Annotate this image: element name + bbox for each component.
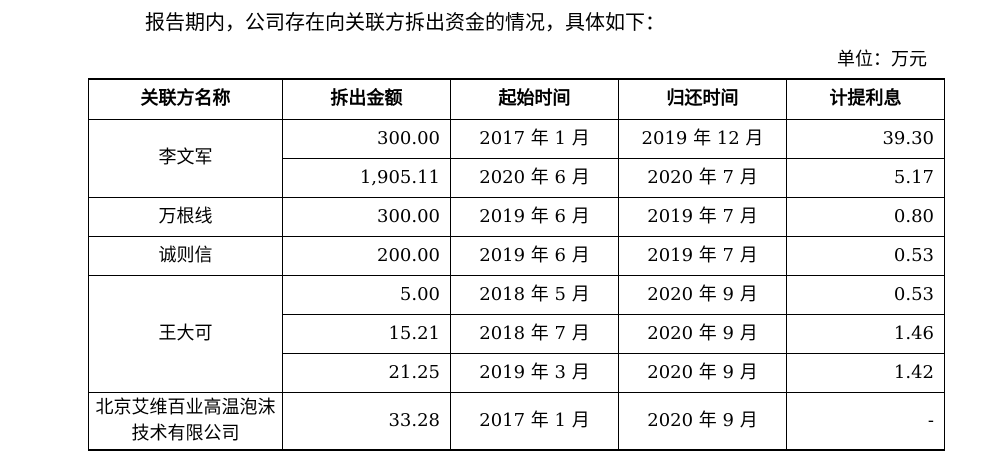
- related-party-name-cell: 北京艾维百业高温泡沫技术有限公司: [88, 391, 283, 451]
- start-time-cell: 2019 年 6 月: [450, 235, 619, 276]
- table-row: 李文军 300.00 2017 年 1 月 2019 年 12 月 39.30: [88, 118, 945, 198]
- interest-cell: 39.30: [786, 118, 945, 159]
- loan-amount-cell: 33.28: [282, 391, 451, 451]
- loan-amount-cell: 300.00: [282, 118, 451, 159]
- related-party-name-cell: 李文军: [88, 118, 283, 198]
- related-party-name-cell: 万根线: [88, 196, 283, 237]
- interest-cell: 1.46: [786, 313, 945, 354]
- table-header-row: 关联方名称 拆出金额 起始时间 归还时间 计提利息: [88, 78, 945, 120]
- header-return-time: 归还时间: [618, 78, 787, 120]
- start-time-cell: 2018 年 5 月: [450, 274, 619, 315]
- return-time-cell: 2019 年 12 月: [618, 118, 787, 159]
- interest-cell: 0.53: [786, 235, 945, 276]
- table-row: 21.25 2019 年 3 月 2020 年 9 月 1.42: [89, 352, 945, 393]
- start-time-cell: 2017 年 1 月: [450, 391, 619, 451]
- unit-label: 单位：万元: [837, 49, 927, 70]
- return-time-cell: 2020 年 7 月: [618, 157, 787, 198]
- start-time-cell: 2019 年 3 月: [450, 352, 619, 393]
- related-party-loan-table: 关联方名称 拆出金额 起始时间 归还时间 计提利息 李文军 300.00 201…: [88, 78, 945, 451]
- table-row: 1,905.11 2020 年 6 月 2020 年 7 月 5.17: [89, 157, 945, 198]
- start-time-cell: 2017 年 1 月: [450, 118, 619, 159]
- loan-amount-cell: 21.25: [282, 352, 451, 393]
- intro-paragraph: 报告期内，公司存在向关联方拆出资金的情况，具体如下：: [145, 10, 665, 34]
- loan-amount-cell: 1,905.11: [282, 157, 451, 198]
- table-row: 北京艾维百业高温泡沫技术有限公司 33.28 2017 年 1 月 2020 年…: [88, 391, 945, 451]
- interest-cell: 5.17: [786, 157, 945, 198]
- return-time-cell: 2019 年 7 月: [618, 235, 787, 276]
- interest-cell: 0.53: [786, 274, 945, 315]
- return-time-cell: 2020 年 9 月: [618, 352, 787, 393]
- loan-amount-cell: 300.00: [282, 196, 451, 237]
- header-related-party-name: 关联方名称: [88, 78, 283, 120]
- table-row: 万根线 300.00 2019 年 6 月 2019 年 7 月 0.80: [88, 196, 945, 237]
- loan-amount-cell: 5.00: [282, 274, 451, 315]
- related-party-name-cell: 王大可: [88, 274, 283, 393]
- return-time-cell: 2020 年 9 月: [618, 313, 787, 354]
- start-time-cell: 2018 年 7 月: [450, 313, 619, 354]
- return-time-cell: 2019 年 7 月: [618, 196, 787, 237]
- interest-cell: -: [786, 391, 945, 451]
- loan-amount-cell: 15.21: [282, 313, 451, 354]
- header-loan-amount: 拆出金额: [282, 78, 451, 120]
- table-row: 诚则信 200.00 2019 年 6 月 2019 年 7 月 0.53: [88, 235, 945, 276]
- return-time-cell: 2020 年 9 月: [618, 274, 787, 315]
- table-row: 15.21 2018 年 7 月 2020 年 9 月 1.46: [89, 313, 945, 354]
- return-time-cell: 2020 年 9 月: [618, 391, 787, 451]
- loan-amount-cell: 200.00: [282, 235, 451, 276]
- start-time-cell: 2019 年 6 月: [450, 196, 619, 237]
- interest-cell: 1.42: [786, 352, 945, 393]
- start-time-cell: 2020 年 6 月: [450, 157, 619, 198]
- interest-cell: 0.80: [786, 196, 945, 237]
- table-row: 王大可 5.00 2018 年 5 月 2020 年 9 月 0.53: [88, 274, 945, 393]
- related-party-name-cell: 诚则信: [88, 235, 283, 276]
- header-accrued-interest: 计提利息: [786, 78, 945, 120]
- header-start-time: 起始时间: [450, 78, 619, 120]
